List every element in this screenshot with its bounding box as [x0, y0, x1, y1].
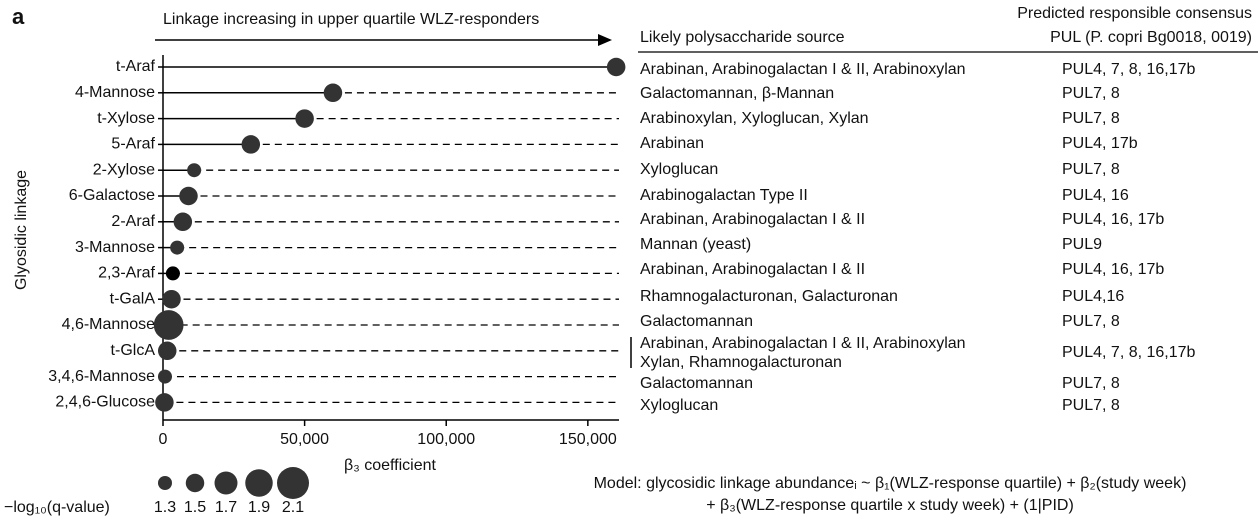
- table-header: Likely polysaccharide source: [640, 29, 845, 46]
- dot: [157, 369, 172, 384]
- size-legend-dot: [214, 471, 238, 495]
- source-cell: Arabinan: [640, 135, 704, 152]
- y-tick-label: t-GalA: [110, 290, 156, 307]
- size-legend-label: 1.7: [215, 499, 237, 516]
- dot: [295, 109, 314, 128]
- dot: [606, 57, 626, 77]
- pul-cell: PUL4,16: [1062, 288, 1124, 305]
- x-axis-label: β₃ coefficient: [344, 457, 436, 474]
- source-cell: Mannan (yeast): [640, 236, 751, 253]
- source-cell: Xyloglucan: [640, 161, 718, 178]
- dot: [170, 240, 185, 255]
- dot: [165, 266, 180, 281]
- size-legend-dot: [277, 467, 309, 499]
- y-tick-label: t-GlcA: [111, 342, 156, 359]
- source-cell: Galactomannan, β-Mannan: [640, 85, 834, 102]
- source-cell: Xylan, Rhamnogalacturonan: [640, 354, 842, 371]
- x-tick-label: 50,000: [280, 431, 329, 448]
- dot: [157, 341, 177, 361]
- pul-cell: PUL4, 16, 17b: [1062, 211, 1164, 228]
- x-tick-label: 100,000: [417, 431, 475, 448]
- y-tick-label: 2-Xylose: [93, 161, 155, 178]
- pul-cell: PUL7, 8: [1062, 397, 1120, 414]
- x-tick-label: 0: [159, 431, 168, 448]
- source-cell: Xyloglucan: [640, 397, 718, 414]
- panel-label: a: [12, 4, 25, 29]
- pul-cell: PUL4, 17b: [1062, 135, 1138, 152]
- y-tick-label: 4-Mannose: [75, 84, 155, 101]
- pul-cell: PUL9: [1062, 236, 1102, 253]
- size-legend-dot: [185, 473, 205, 493]
- y-tick-label: t-Xylose: [97, 110, 155, 127]
- source-cell: Arabinoxylan, Xyloglucan, Xylan: [640, 110, 869, 127]
- size-legend-title: −log₁₀(q-value): [4, 499, 110, 516]
- pul-cell: PUL4, 16: [1062, 187, 1129, 204]
- arrow-head: [598, 34, 612, 46]
- source-cell: Arabinan, Arabinogalactan I & II, Arabin…: [640, 61, 966, 78]
- size-legend-label: 2.1: [282, 499, 304, 516]
- pul-cell: PUL4, 7, 8, 16,17b: [1062, 61, 1196, 78]
- y-tick-label: 3-Mannose: [75, 239, 155, 256]
- dot: [155, 393, 174, 412]
- dot: [153, 310, 184, 340]
- table-header: Predicted responsible consensus: [1017, 5, 1252, 22]
- pul-cell: PUL7, 8: [1062, 110, 1120, 127]
- size-legend-label: 1.5: [184, 499, 206, 516]
- size-legend-dot: [245, 469, 273, 497]
- x-tick-label: 150,000: [559, 431, 617, 448]
- source-cell: Arabinan, Arabinogalactan I & II, Arabin…: [640, 335, 966, 352]
- table-header: PUL (P. copri Bg0018, 0019): [1050, 29, 1252, 46]
- y-tick-label: 3,4,6-Mannose: [48, 368, 155, 385]
- model-text: + β₃(WLZ-response quartile x study week)…: [706, 497, 1074, 514]
- y-tick-label: 2-Araf: [111, 213, 155, 230]
- pul-cell: PUL4, 16, 17b: [1062, 261, 1164, 278]
- pul-cell: PUL7, 8: [1062, 161, 1120, 178]
- source-cell: Rhamnogalacturonan, Galacturonan: [640, 288, 898, 305]
- arrow-label: Linkage increasing in upper quartile WLZ…: [163, 11, 539, 28]
- size-legend-label: 1.9: [248, 499, 270, 516]
- source-cell: Arabinan, Arabinogalactan I & II: [640, 261, 865, 278]
- dot: [241, 135, 261, 154]
- y-tick-label: 2,4,6-Glucose: [55, 394, 155, 411]
- model-text: Model: glycosidic linkage abundanceᵢ ~ β…: [594, 475, 1187, 492]
- dot: [179, 186, 198, 206]
- y-tick-label: t-Araf: [116, 58, 156, 75]
- source-cell: Arabinogalactan Type II: [640, 187, 808, 204]
- dot: [323, 83, 343, 103]
- y-tick-label: 4,6-Mannose: [62, 316, 155, 333]
- pul-cell: PUL7, 8: [1062, 313, 1120, 330]
- y-tick-label: 6-Galactose: [69, 187, 155, 204]
- y-tick-label: 5-Araf: [111, 136, 155, 153]
- y-tick-label: 2,3-Araf: [98, 265, 155, 282]
- pul-cell: PUL4, 7, 8, 16,17b: [1062, 344, 1196, 361]
- size-legend-dot: [158, 476, 172, 490]
- size-legend-label: 1.3: [154, 499, 176, 516]
- pul-cell: PUL7, 8: [1062, 375, 1120, 392]
- y-axis-label: Glyosidic linkage: [13, 170, 30, 290]
- pul-cell: PUL7, 8: [1062, 85, 1120, 102]
- source-cell: Galactomannan: [640, 375, 753, 392]
- dot: [162, 289, 181, 309]
- dot: [187, 163, 202, 178]
- source-cell: Galactomannan: [640, 313, 753, 330]
- source-cell: Arabinan, Arabinogalactan I & II: [640, 211, 865, 228]
- dot: [173, 212, 193, 232]
